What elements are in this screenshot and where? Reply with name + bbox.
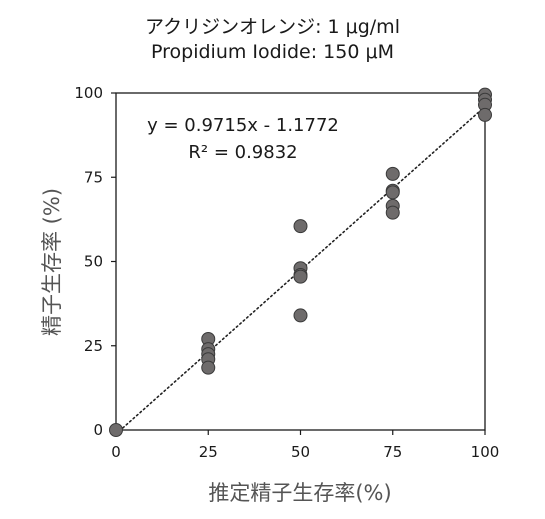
data-point [478,107,492,122]
y-tick-label: 100 [74,84,103,102]
x-tick-label: 75 [383,443,402,461]
data-point [201,360,216,375]
data-point [109,423,123,437]
x-tick-label: 25 [199,443,218,461]
data-point [385,185,400,200]
data-point [293,308,308,323]
data-point [293,269,308,284]
x-tick-label: 0 [111,443,121,461]
x-tick-label: 100 [471,443,500,461]
chart-title-line-1: アクリジンオレンジ: 1 μg/ml [145,16,400,38]
regression-equation: y = 0.9715x - 1.1772 [147,115,339,136]
y-axis-label: 精子生存率 (%) [40,188,64,336]
x-tick-label: 50 [291,443,310,461]
data-point [385,166,400,181]
data-point [293,219,308,234]
data-point [385,205,400,220]
y-tick-label: 0 [93,421,103,439]
y-tick-label: 25 [84,337,103,355]
chart-title-line-2: Propidium Iodide: 150 μM [151,41,394,63]
x-axis-label: 推定精子生存率(%) [208,481,391,505]
y-tick-label: 50 [84,253,103,271]
y-tick-label: 75 [84,168,103,186]
r-squared-label: R² = 0.9832 [188,142,297,163]
regression-line [115,105,486,435]
